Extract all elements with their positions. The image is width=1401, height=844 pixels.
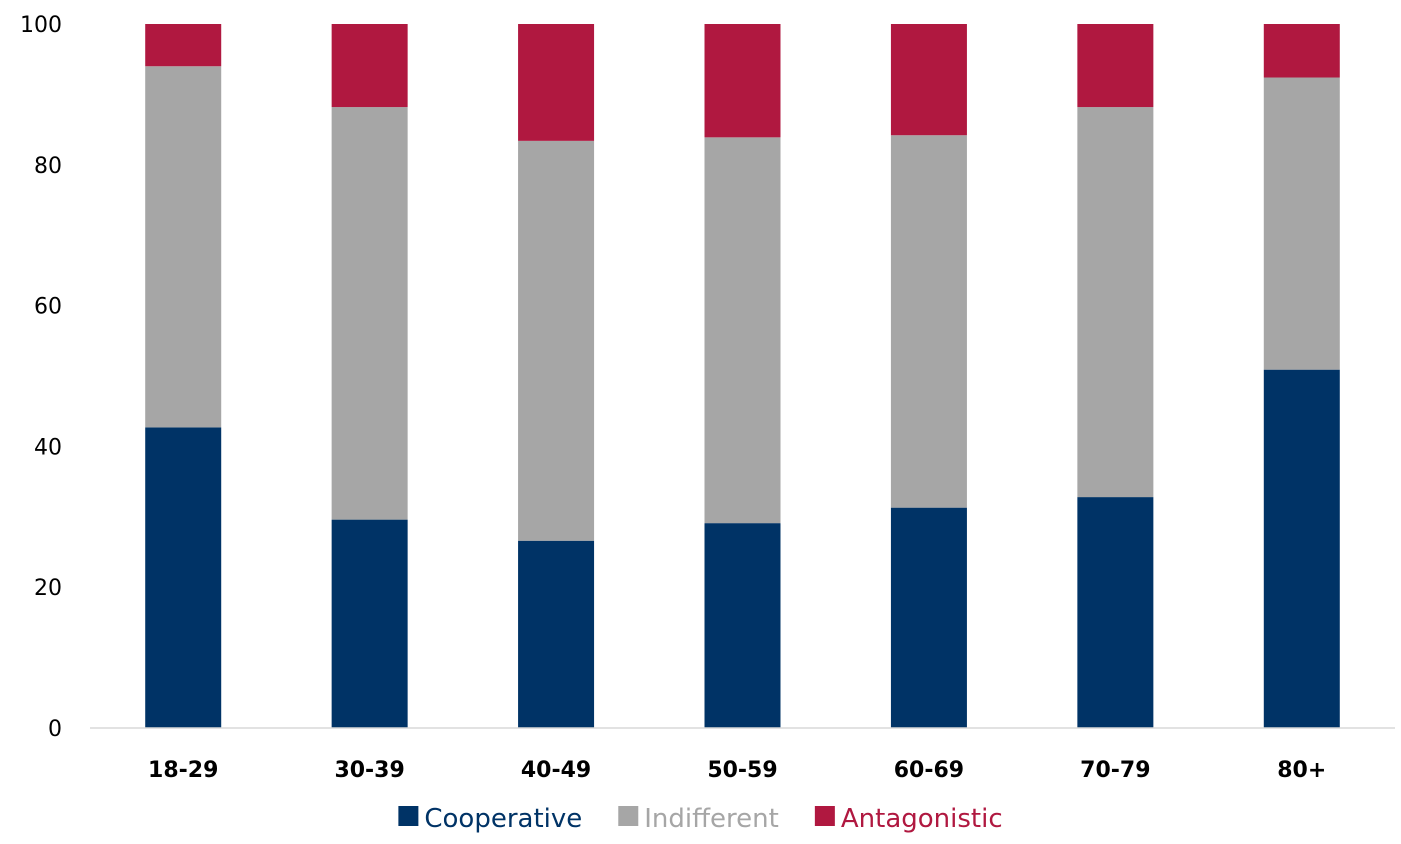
legend-item-indifferent: Indifferent (618, 804, 779, 834)
bar-indifferent-80+ (1263, 77, 1340, 370)
legend-swatch (814, 806, 835, 826)
y-axis-ticks: 0 20 40 60 80 100 (20, 13, 62, 742)
legend-item-antagonistic: Antagonistic (814, 804, 1003, 834)
y-tick-label: 60 (34, 295, 62, 320)
x-category-label: 40-49 (521, 758, 591, 783)
legend-label: Indifferent (644, 804, 779, 834)
legend-label: Antagonistic (841, 804, 1003, 834)
legend-swatch (618, 806, 639, 826)
x-category-label: 50-59 (707, 758, 777, 783)
legend: Cooperative Indifferent Antagonistic (398, 804, 1003, 834)
bar-antagonistic-30-39 (331, 24, 408, 108)
bar-cooperative-80+ (1263, 369, 1340, 728)
legend-swatch (398, 806, 419, 826)
bar-cooperative-30-39 (331, 519, 408, 728)
bar-indifferent-70-79 (1077, 107, 1154, 498)
legend-label: Cooperative (424, 804, 582, 834)
bar-indifferent-40-49 (518, 140, 595, 541)
bar-cooperative-18-29 (145, 427, 222, 728)
bar-indifferent-60-69 (890, 135, 967, 508)
y-tick-label: 0 (48, 717, 62, 742)
y-tick-label: 20 (34, 576, 62, 601)
bar-antagonistic-80+ (1263, 24, 1340, 78)
y-tick-label: 80 (34, 154, 62, 179)
y-tick-label: 40 (34, 435, 62, 460)
bar-antagonistic-50-59 (704, 24, 781, 138)
bar-antagonistic-60-69 (890, 24, 967, 136)
bar-cooperative-50-59 (704, 523, 781, 728)
y-tick-label: 100 (20, 13, 62, 38)
bar-indifferent-50-59 (704, 137, 781, 524)
x-category-label: 18-29 (148, 758, 218, 783)
bar-antagonistic-18-29 (145, 24, 222, 67)
bar-cooperative-70-79 (1077, 497, 1154, 728)
bar-antagonistic-70-79 (1077, 24, 1154, 108)
x-category-label: 60-69 (894, 758, 964, 783)
x-category-label: 30-39 (334, 758, 404, 783)
bar-cooperative-40-49 (518, 540, 595, 728)
x-category-label: 70-79 (1080, 758, 1150, 783)
legend-item-cooperative: Cooperative (398, 804, 582, 834)
bar-indifferent-30-39 (331, 107, 408, 520)
bars-group (145, 24, 1340, 728)
bar-antagonistic-40-49 (518, 24, 595, 141)
bar-cooperative-60-69 (890, 507, 967, 728)
bar-indifferent-18-29 (145, 66, 222, 428)
x-category-label: 80+ (1277, 758, 1326, 783)
x-axis-categories: 18-29 30-39 40-49 50-59 60-69 70-79 80+ (148, 758, 1326, 783)
